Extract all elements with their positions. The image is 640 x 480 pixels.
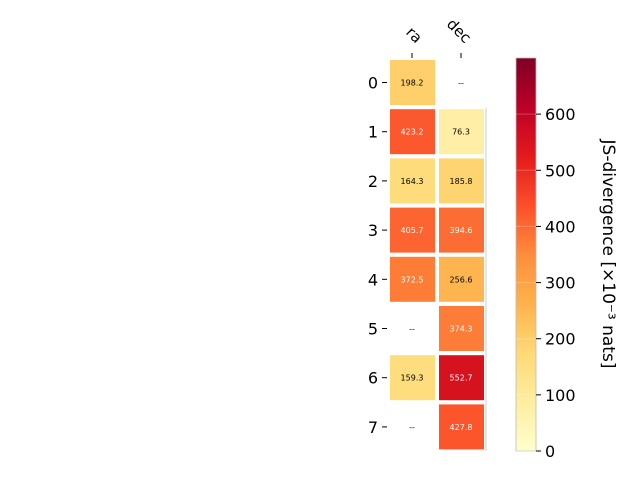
row-labels: 0 1 2 3 4 5 6 7 <box>368 74 387 437</box>
heatmap-cell <box>439 158 484 204</box>
colorbar-gradient <box>515 57 537 452</box>
heatmap-cell-value: 256.6 <box>450 275 473 284</box>
heatmap-cell-value: 164.3 <box>401 177 424 186</box>
heatmap-cell-value: 374.3 <box>450 325 473 334</box>
colorbar-tick-label: 200 <box>545 330 576 349</box>
heatmap-cell-value: 185.8 <box>450 177 473 186</box>
heatmap-cell <box>390 60 435 105</box>
row-label: 1 <box>368 123 378 142</box>
heatmap-cell <box>390 207 435 253</box>
colorbar-tick-label: 600 <box>545 105 576 124</box>
heatmap-cell <box>439 256 484 302</box>
row-label: 7 <box>368 418 378 437</box>
heatmap-cell-value: 394.6 <box>450 226 473 235</box>
heatmap-cell <box>439 306 484 351</box>
column-label: dec <box>443 15 475 47</box>
row-label: 5 <box>368 320 378 339</box>
heatmap-cell-value: 198.2 <box>401 79 424 88</box>
column-labels: ra dec <box>402 15 475 58</box>
row-label: 2 <box>368 172 378 191</box>
row-label: 4 <box>368 270 378 289</box>
heatmap-cell-value: 76.3 <box>452 128 470 137</box>
colorbar-ticks: 0 100 200 300 400 500 600 <box>516 105 576 461</box>
heatmap-cell <box>390 256 435 302</box>
colorbar-tick-label: 300 <box>545 274 576 293</box>
colorbar-tick-label: 500 <box>545 161 576 180</box>
heatmap-cell <box>439 355 484 401</box>
row-label: 0 <box>368 74 378 93</box>
colorbar-tick-label: 0 <box>545 442 555 461</box>
heatmap-cell <box>439 404 484 450</box>
colorbar-label: JS-divergence [×10⁻³ nats] <box>598 139 618 369</box>
heatmap-missing-label: -- <box>409 325 415 334</box>
heatmap-cell-value: 552.7 <box>450 374 473 383</box>
heatmap-cell-value: 423.2 <box>401 128 424 137</box>
heatmap-cell <box>439 207 484 253</box>
heatmap-cell <box>390 355 435 401</box>
colorbar: 0 100 200 300 400 500 600 JS-divergence [×10⁻³… <box>515 57 618 461</box>
colorbar-tick-label: 100 <box>545 386 576 405</box>
row-label: 6 <box>368 369 378 388</box>
heatmap-cell-value: 427.8 <box>450 423 473 432</box>
heatmap-cell <box>390 158 435 204</box>
heatmap-cells: 198.2 -- 423.2 76.3 164.3 185.8 405.7 394.6 372.… <box>390 60 484 450</box>
heatmap-cell-value: 405.7 <box>401 226 424 235</box>
heatmap-missing-label: -- <box>409 423 415 432</box>
heatmap-cell <box>390 109 435 155</box>
column-label: ra <box>402 23 426 47</box>
colorbar-tick-label: 400 <box>545 217 576 236</box>
heatmap-missing-label: -- <box>458 79 464 88</box>
heatmap-cell <box>439 109 484 155</box>
heatmap-cell-value: 372.5 <box>401 275 424 284</box>
heatmap-cell-value: 159.3 <box>401 374 424 383</box>
row-label: 3 <box>368 221 378 240</box>
